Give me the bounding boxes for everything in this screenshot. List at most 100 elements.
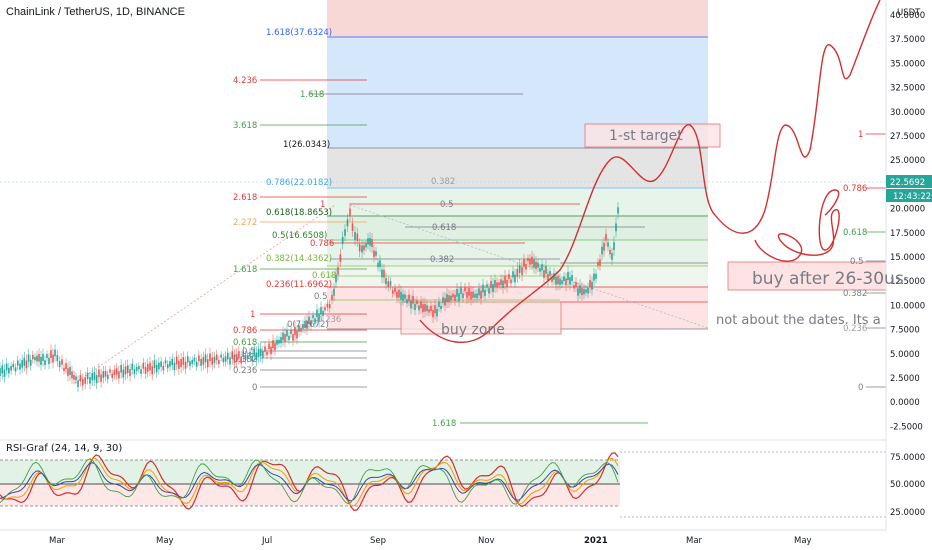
candle-body <box>506 279 508 287</box>
candle-body <box>460 287 462 294</box>
candle-body <box>404 294 406 299</box>
candle-body <box>120 364 122 373</box>
candle-body <box>171 358 174 366</box>
candle-body <box>173 362 176 370</box>
candle-body <box>356 233 359 242</box>
candle-body <box>523 259 525 267</box>
candle-body <box>385 278 387 285</box>
time-axis[interactable]: Mar May Jul Sep Nov 2021 Mar May <box>49 536 812 546</box>
candle-body <box>79 375 82 382</box>
candle-body <box>42 353 44 361</box>
candle-body <box>557 276 559 285</box>
candle-body <box>363 245 365 251</box>
fib-label: 0.786 <box>843 184 867 194</box>
candle-body <box>164 360 167 364</box>
last-price-badge: 22.5692 12:43:22 <box>886 175 932 202</box>
fib-label: 0 <box>252 383 257 393</box>
candle-body <box>229 357 231 365</box>
candle-body <box>377 262 379 268</box>
price-tick: 20.0000 <box>890 205 925 215</box>
candle-body <box>535 261 537 269</box>
candle-body <box>416 300 418 305</box>
fib-label: 0.618 <box>233 338 257 348</box>
price-tick: 7.5000 <box>890 326 920 336</box>
candle-body <box>89 377 91 384</box>
candle-body <box>326 303 329 308</box>
candle-body <box>547 274 549 281</box>
candle-body <box>514 274 516 283</box>
candle-body <box>430 305 432 312</box>
candle-body <box>476 293 478 299</box>
candle-body <box>224 356 227 362</box>
price-tick: 35.0000 <box>890 59 925 69</box>
fib-label: 0.618 <box>843 228 867 238</box>
candle-body <box>158 362 160 370</box>
rsi-signal-line <box>0 457 619 507</box>
indicator-label[interactable]: RSI-Graf (24, 14, 9, 30) <box>6 443 122 454</box>
candle-body <box>294 327 296 336</box>
candle-body <box>402 294 404 301</box>
candle-body <box>466 291 468 299</box>
symbol-title[interactable]: ChainLink / TetherUS, 1D, BINANCE <box>6 6 185 18</box>
rsi-axis: 75.0000 50.0000 25.0000 <box>890 453 925 518</box>
candle-body <box>498 282 500 286</box>
candle-body <box>426 305 428 312</box>
candle-body <box>559 278 561 285</box>
candle-body <box>387 281 390 287</box>
fib-label: 0.236(11.6962) <box>266 280 332 290</box>
candle-body <box>61 359 63 365</box>
candle-body <box>73 374 75 380</box>
candle-body <box>589 280 591 288</box>
candle-body <box>34 356 36 361</box>
candle-body <box>512 271 514 278</box>
candle-body <box>486 284 488 288</box>
candle-body <box>14 367 17 372</box>
candle-body <box>331 294 333 300</box>
candle-body <box>67 368 69 376</box>
candle-body <box>184 361 187 369</box>
candle-body <box>193 357 196 362</box>
candle-body <box>482 284 484 293</box>
candle-body <box>316 309 318 318</box>
candle-body <box>189 361 191 367</box>
candle-body <box>5 363 8 371</box>
candle-body <box>381 269 383 278</box>
candle-body <box>280 337 282 344</box>
candle-body <box>29 359 32 366</box>
candle-body <box>3 369 6 377</box>
candle-body <box>200 359 202 366</box>
candle-body <box>282 332 284 341</box>
price-tick: 30.0000 <box>890 108 925 118</box>
candle-body <box>44 360 46 366</box>
candle-body <box>38 354 40 362</box>
time-tick: May <box>794 536 812 546</box>
candle-body <box>525 264 527 270</box>
candle-body <box>543 270 545 278</box>
candle-body <box>296 330 298 339</box>
time-tick: Jul <box>261 536 272 546</box>
candle-body <box>36 355 38 362</box>
candle-body <box>472 291 474 298</box>
fib-label: 0.786 <box>310 239 334 249</box>
candle-body <box>102 371 105 378</box>
candle-body <box>292 334 294 341</box>
candle-body <box>337 267 339 275</box>
candle-body <box>605 233 607 241</box>
candle-body <box>595 273 597 279</box>
candle-body <box>308 316 310 325</box>
candle-body <box>140 369 142 374</box>
candle-body <box>344 229 346 236</box>
fib-label: 4.236 <box>233 76 257 86</box>
candle-body <box>302 324 304 329</box>
candle-body <box>346 219 349 227</box>
candle-body <box>109 369 111 373</box>
candle-body <box>406 299 408 304</box>
candle-body <box>253 348 256 356</box>
candle-body <box>458 293 460 302</box>
candle-body <box>82 378 84 386</box>
candle-body <box>365 243 367 248</box>
candle-body <box>432 310 434 318</box>
candle-body <box>226 352 229 360</box>
candle-body <box>529 258 531 265</box>
